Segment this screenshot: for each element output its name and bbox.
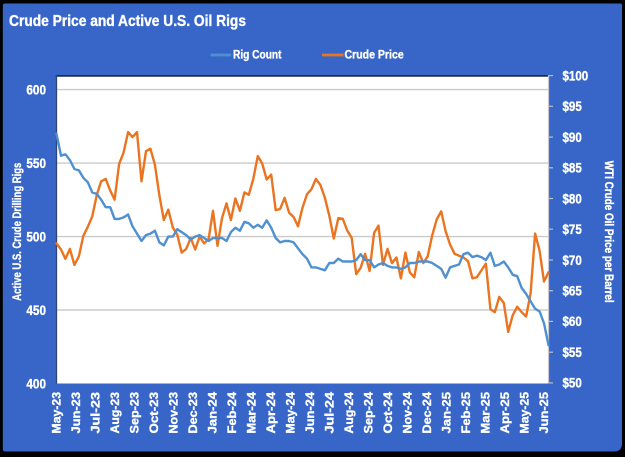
svg-text:Jan-24: Jan-24 <box>206 392 220 434</box>
svg-text:Jun-24: Jun-24 <box>303 392 317 434</box>
svg-text:Dec-24: Dec-24 <box>420 392 434 434</box>
svg-text:Dec-23: Dec-23 <box>186 392 200 434</box>
svg-text:550: 550 <box>26 156 46 171</box>
svg-text:Oct-24: Oct-24 <box>381 392 395 434</box>
svg-text:WTI Crude Oil Price per Barrel: WTI Crude Oil Price per Barrel <box>602 161 616 303</box>
svg-text:$75: $75 <box>563 222 583 237</box>
svg-text:Crude Price and Active U.S. Oi: Crude Price and Active U.S. Oil Rigs <box>9 13 246 30</box>
svg-text:Mar-25: Mar-25 <box>479 392 493 434</box>
svg-text:Oct-23: Oct-23 <box>147 392 161 434</box>
svg-text:Mar-24: Mar-24 <box>245 392 259 434</box>
svg-text:Jun-23: Jun-23 <box>69 392 83 434</box>
svg-text:Jul-24: Jul-24 <box>323 391 337 433</box>
svg-text:500: 500 <box>26 229 46 244</box>
svg-text:$65: $65 <box>563 284 583 299</box>
svg-text:450: 450 <box>26 303 46 318</box>
svg-text:Nov-24: Nov-24 <box>401 392 415 434</box>
svg-text:Aug-23: Aug-23 <box>108 392 122 434</box>
svg-text:Nov-23: Nov-23 <box>167 392 181 434</box>
svg-text:$95: $95 <box>563 99 583 114</box>
svg-text:Sep-24: Sep-24 <box>362 392 376 434</box>
svg-text:600: 600 <box>26 82 46 97</box>
svg-text:$70: $70 <box>563 253 582 268</box>
svg-text:Jan-25: Jan-25 <box>440 392 454 434</box>
svg-text:$55: $55 <box>563 345 583 360</box>
svg-text:$80: $80 <box>563 191 582 206</box>
svg-text:Aug-24: Aug-24 <box>342 392 356 434</box>
svg-text:Apr-24: Apr-24 <box>264 392 278 434</box>
svg-text:Apr-25: Apr-25 <box>498 392 512 434</box>
svg-text:Jul-23: Jul-23 <box>89 391 103 433</box>
svg-text:Sep-23: Sep-23 <box>128 392 142 434</box>
svg-text:400: 400 <box>26 376 46 391</box>
svg-text:May-25: May-25 <box>518 392 532 434</box>
svg-text:May-24: May-24 <box>284 392 298 434</box>
svg-text:Feb-24: Feb-24 <box>225 392 239 434</box>
svg-text:$90: $90 <box>563 130 582 145</box>
svg-text:Jun-25: Jun-25 <box>537 392 551 434</box>
svg-text:May-23: May-23 <box>50 392 64 434</box>
svg-text:$50: $50 <box>563 376 582 391</box>
svg-text:$60: $60 <box>563 314 582 329</box>
svg-text:Rig Count: Rig Count <box>233 48 282 62</box>
svg-text:Feb-25: Feb-25 <box>459 392 473 434</box>
svg-text:Active U.S. Crude Drilling Rig: Active U.S. Crude Drilling Rigs <box>10 162 24 300</box>
svg-text:Crude Price: Crude Price <box>345 48 404 62</box>
svg-text:$85: $85 <box>563 161 583 176</box>
svg-text:$100: $100 <box>563 68 589 83</box>
